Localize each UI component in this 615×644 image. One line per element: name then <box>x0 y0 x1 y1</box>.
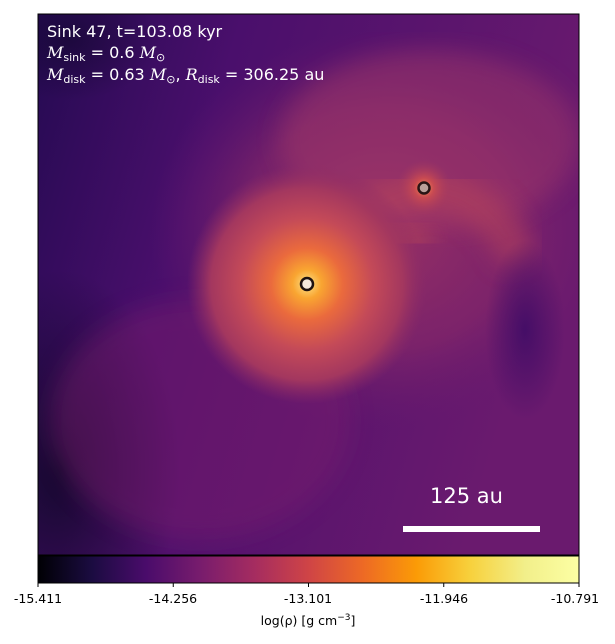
sink-mass: Msink = 0.6 M⊙ <box>47 43 165 63</box>
colorbar-label-text: log(ρ) [g cm <box>260 613 338 628</box>
colorbar-ticks <box>37 583 580 587</box>
disk-mass-subscript: disk <box>63 73 86 86</box>
separator: , <box>175 65 186 84</box>
radius-value: = 306.25 au <box>219 65 325 84</box>
colorbar-label-exponent: −3 <box>337 613 351 623</box>
colorbar-label: log(ρ) [g cm−3] <box>261 613 356 628</box>
scale-bar <box>403 526 540 532</box>
sink-id-time: Sink 47, t=103.08 kyr <box>47 22 223 41</box>
colorbar-tick-label: -14.256 <box>148 591 198 606</box>
colorbar-tick-label: -10.791 <box>550 591 600 606</box>
mass-subscript: sink <box>63 51 86 64</box>
secondary-sink-marker <box>417 181 431 195</box>
disk-mass-unit: M <box>149 65 167 84</box>
mass-unit: M <box>139 43 157 62</box>
primary-sink-marker <box>299 276 315 292</box>
colorbar <box>37 555 580 584</box>
radius-subscript: disk <box>197 73 220 86</box>
disk-mass-value: = 0.63 <box>85 65 150 84</box>
colorbar-tick-label: -11.946 <box>419 591 469 606</box>
disk-solar-subscript: ⊙ <box>166 73 176 86</box>
colorbar-label-close: ] <box>350 613 356 628</box>
mass-value: = 0.6 <box>85 43 140 62</box>
radius-symbol: R <box>185 65 198 84</box>
mass-symbol: M <box>47 43 64 62</box>
disk-mass-symbol: M <box>47 65 64 84</box>
disk-mass-radius: Mdisk = 0.63 M⊙, Rdisk = 306.25 au <box>47 65 324 85</box>
scale-bar-label: 125 au <box>430 484 503 508</box>
colorbar-tick-label: -13.101 <box>283 591 333 606</box>
map-frame <box>37 13 580 556</box>
colorbar-tick-label: -15.411 <box>13 591 63 606</box>
solar-subscript: ⊙ <box>156 51 166 64</box>
